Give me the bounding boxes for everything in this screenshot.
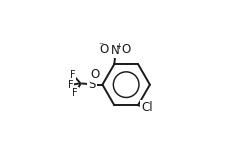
Text: O: O [90, 68, 99, 81]
Text: S: S [88, 78, 95, 91]
Text: F: F [72, 88, 78, 97]
Text: N: N [111, 44, 119, 57]
Text: F: F [70, 70, 75, 80]
Text: ⁻: ⁻ [98, 41, 104, 51]
Text: Cl: Cl [141, 101, 152, 114]
Text: O: O [121, 43, 130, 56]
Text: O: O [99, 43, 108, 56]
Text: F: F [68, 80, 73, 90]
Text: +: + [114, 43, 121, 52]
